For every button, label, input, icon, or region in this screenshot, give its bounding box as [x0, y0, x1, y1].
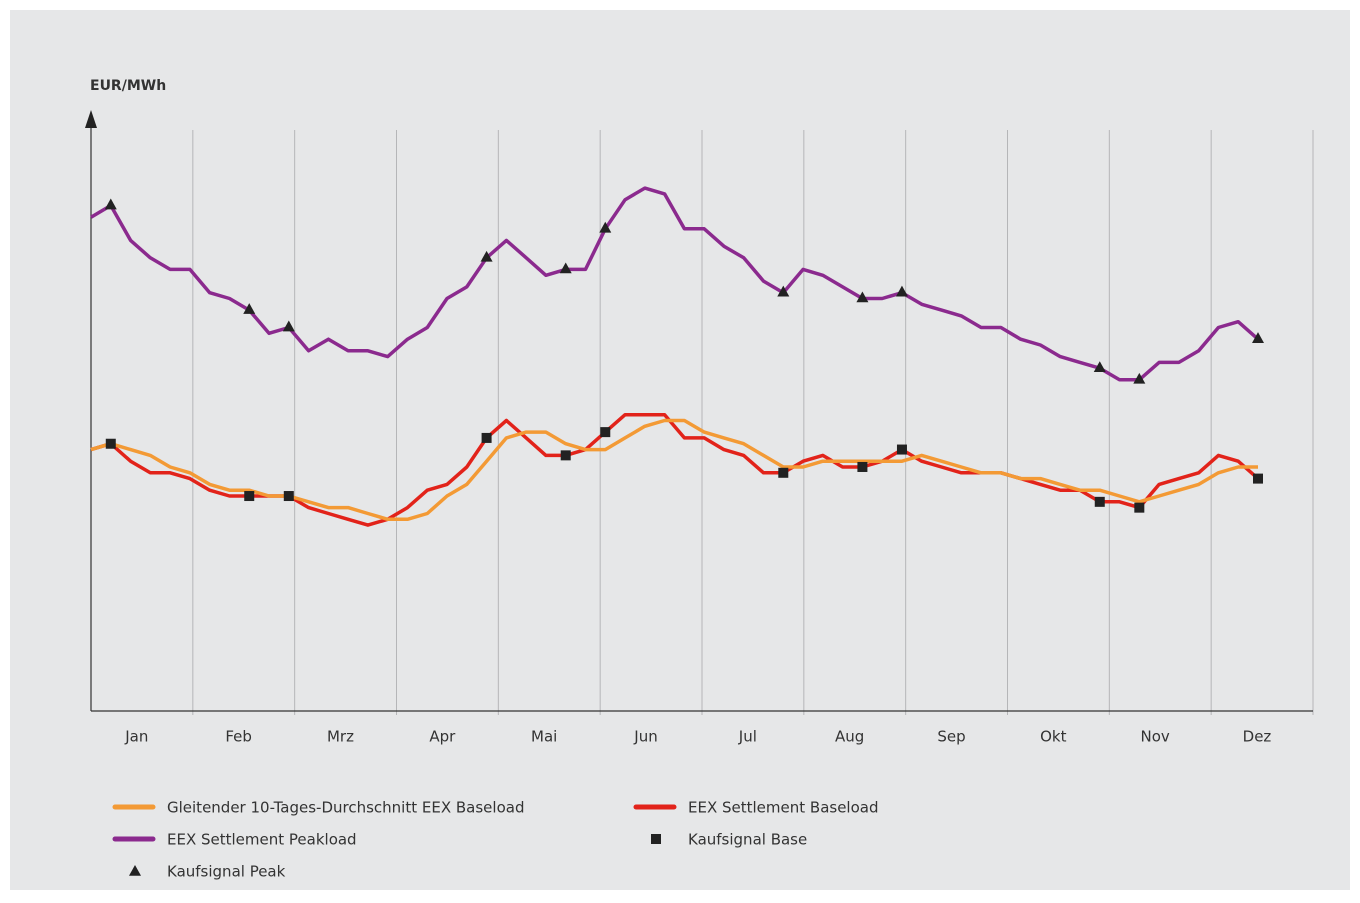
signal-marker [778, 467, 789, 478]
legend-label: Kaufsignal Base [688, 831, 807, 849]
x-tick-label: Mrz [327, 728, 354, 746]
signal-marker [1093, 361, 1106, 373]
x-tick-label: Feb [225, 728, 252, 746]
signal-marker [559, 262, 572, 274]
legend-label: Gleitender 10-Tages-Durchschnitt EEX Bas… [167, 799, 524, 817]
signal-marker [777, 285, 790, 297]
signal-marker [481, 432, 492, 443]
x-tick-label: Jan [124, 728, 148, 746]
signal-marker [896, 444, 907, 455]
x-tick-label: Jul [738, 728, 757, 746]
signal-marker [560, 450, 571, 461]
x-tick-label: Nov [1141, 728, 1170, 746]
signal-marker [1253, 473, 1263, 484]
x-tick-label: Mai [531, 728, 557, 746]
legend-label: EEX Settlement Baseload [688, 799, 879, 817]
signal-marker [243, 303, 256, 314]
legend-swatch [129, 865, 141, 876]
signal-marker [1134, 502, 1145, 513]
x-tick-label: Sep [937, 728, 965, 746]
signal-marker [600, 427, 611, 438]
signal-marker [283, 491, 294, 502]
signal-marker [105, 438, 116, 449]
signal-marker [282, 320, 295, 332]
x-tick-label: Aug [835, 728, 864, 746]
x-tick-label: Apr [429, 728, 456, 746]
signal-marker [480, 250, 493, 262]
signal-marker [895, 285, 908, 297]
x-tick-label: Dez [1243, 728, 1272, 746]
signal-marker [244, 491, 255, 502]
signal-marker [857, 461, 868, 472]
signal-marker [104, 198, 117, 210]
signal-marker [1094, 496, 1105, 507]
signal-marker [599, 221, 612, 233]
legend-swatch [651, 834, 661, 844]
y-axis-arrow [85, 110, 97, 128]
x-tick-label: Okt [1040, 728, 1066, 746]
panel [10, 10, 1350, 890]
signal-marker [1133, 372, 1146, 384]
legend-label: EEX Settlement Peakload [167, 831, 357, 849]
legend-label: Kaufsignal Peak [167, 863, 286, 881]
signal-marker [1252, 332, 1264, 343]
y-axis-label: EUR/MWh [90, 78, 166, 94]
signal-marker [856, 291, 869, 303]
x-tick-label: Jun [633, 728, 657, 746]
